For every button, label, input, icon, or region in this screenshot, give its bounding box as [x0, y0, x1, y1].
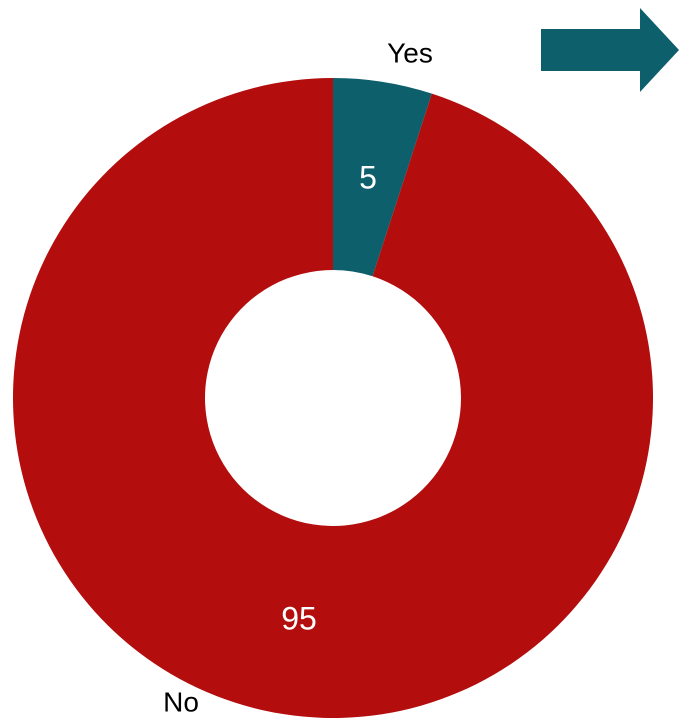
category-label-no: No: [163, 686, 199, 717]
category-label-yes: Yes: [387, 37, 433, 68]
data-label-no: 95: [281, 600, 317, 636]
slice-yes: [333, 78, 432, 277]
slice-no: [13, 78, 654, 718]
data-label-yes: 5: [359, 159, 377, 195]
right-arrow-icon: [541, 8, 679, 92]
